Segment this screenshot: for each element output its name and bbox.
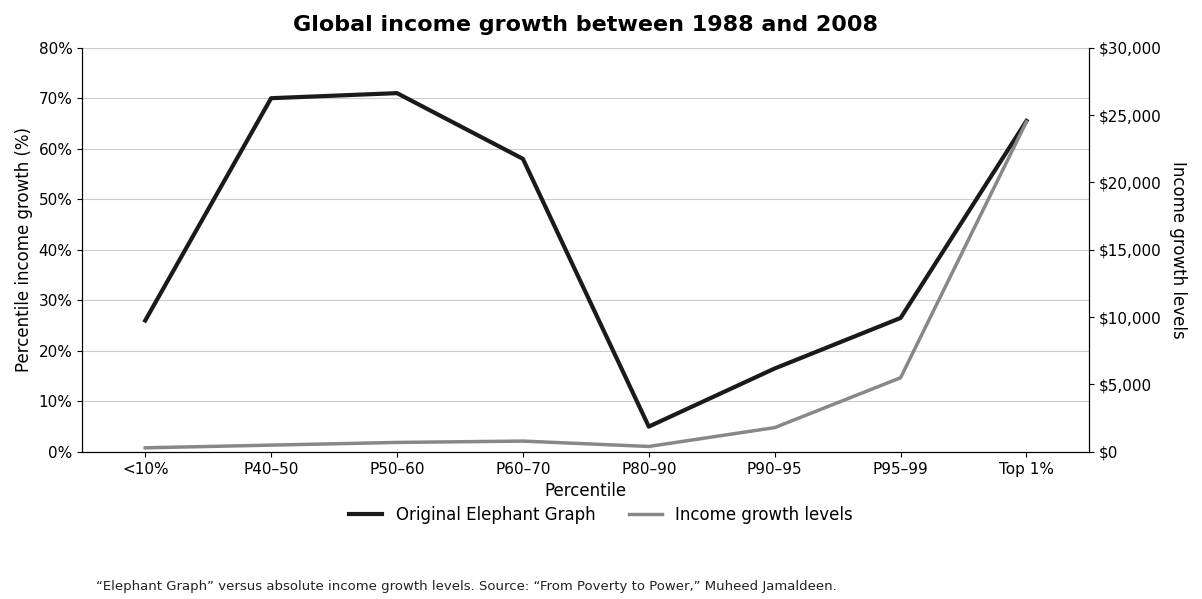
Line: Income growth levels: Income growth levels xyxy=(145,122,1027,448)
Income growth levels xyxy=(264,441,279,449)
Original Elephant Graph xyxy=(642,423,656,430)
Line: Original Elephant Graph: Original Elephant Graph xyxy=(145,93,1027,426)
Original Elephant Graph xyxy=(138,317,153,324)
Original Elephant Graph xyxy=(516,155,530,162)
Original Elephant Graph xyxy=(264,95,279,102)
Y-axis label: Percentile income growth (%): Percentile income growth (%) xyxy=(14,127,32,372)
Original Elephant Graph xyxy=(893,314,908,322)
Original Elephant Graph xyxy=(767,365,781,372)
Original Elephant Graph xyxy=(389,89,404,96)
Legend: Original Elephant Graph, Income growth levels: Original Elephant Graph, Income growth l… xyxy=(343,500,859,531)
Text: “Elephant Graph” versus absolute income growth levels. Source: “From Poverty to : “Elephant Graph” versus absolute income … xyxy=(96,580,837,593)
X-axis label: Percentile: Percentile xyxy=(545,482,627,500)
Income growth levels xyxy=(138,444,153,452)
Income growth levels xyxy=(893,374,908,382)
Income growth levels xyxy=(1019,118,1034,125)
Income growth levels xyxy=(516,437,530,444)
Income growth levels xyxy=(389,439,404,446)
Y-axis label: Income growth levels: Income growth levels xyxy=(1170,161,1188,338)
Title: Global income growth between 1988 and 2008: Global income growth between 1988 and 20… xyxy=(293,15,879,35)
Original Elephant Graph xyxy=(1019,117,1034,125)
Income growth levels xyxy=(767,424,781,431)
Income growth levels xyxy=(642,443,656,450)
